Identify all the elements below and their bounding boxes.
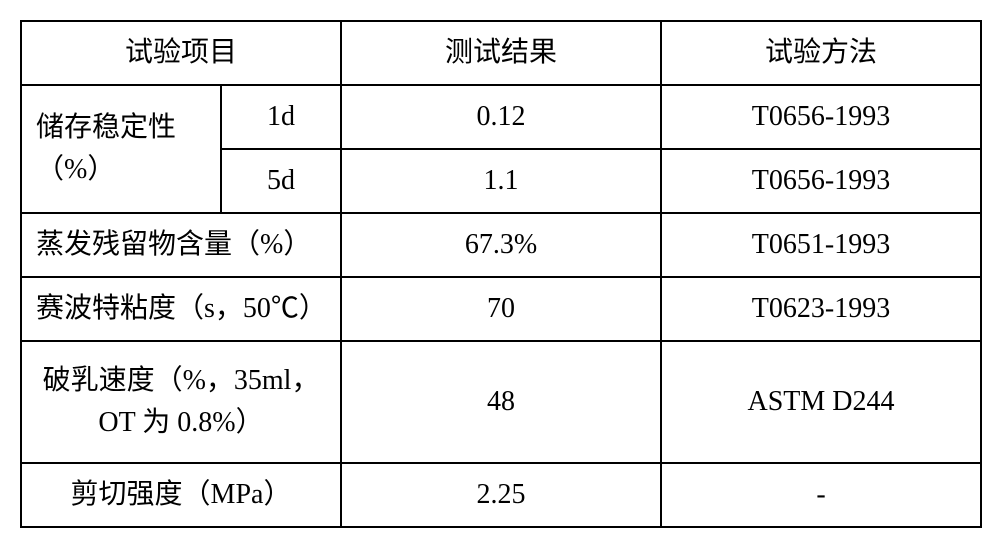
demulsification-row: 破乳速度（%，35ml，OT 为 0.8%） 48 ASTM D244 [21,341,981,463]
evap-residue-method: T0651-1993 [661,213,981,277]
saybolt-viscosity-method: T0623-1993 [661,277,981,341]
header-result: 测试结果 [341,21,661,85]
evap-residue-result: 67.3% [341,213,661,277]
storage-cond-5d: 5d [221,149,341,213]
storage-stability-label: 储存稳定性（%） [21,85,221,213]
demulsification-label: 破乳速度（%，35ml，OT 为 0.8%） [21,341,341,463]
storage-result-5d: 1.1 [341,149,661,213]
saybolt-viscosity-label: 赛波特粘度（s，50℃） [21,277,341,341]
shear-strength-label: 剪切强度（MPa） [21,463,341,527]
header-method: 试验方法 [661,21,981,85]
evap-residue-label: 蒸发残留物含量（%） [21,213,341,277]
storage-cond-1d: 1d [221,85,341,149]
header-row: 试验项目 测试结果 试验方法 [21,21,981,85]
saybolt-viscosity-result: 70 [341,277,661,341]
evap-residue-row: 蒸发残留物含量（%） 67.3% T0651-1993 [21,213,981,277]
storage-result-1d: 0.12 [341,85,661,149]
storage-method-5d: T0656-1993 [661,149,981,213]
shear-strength-row: 剪切强度（MPa） 2.25 - [21,463,981,527]
storage-method-1d: T0656-1993 [661,85,981,149]
storage-row-1d: 储存稳定性（%） 1d 0.12 T0656-1993 [21,85,981,149]
results-table: 试验项目 测试结果 试验方法 储存稳定性（%） 1d 0.12 T0656-19… [20,20,982,528]
demulsification-result: 48 [341,341,661,463]
shear-strength-result: 2.25 [341,463,661,527]
demulsification-method: ASTM D244 [661,341,981,463]
shear-strength-method: - [661,463,981,527]
saybolt-viscosity-row: 赛波特粘度（s，50℃） 70 T0623-1993 [21,277,981,341]
header-project: 试验项目 [21,21,341,85]
